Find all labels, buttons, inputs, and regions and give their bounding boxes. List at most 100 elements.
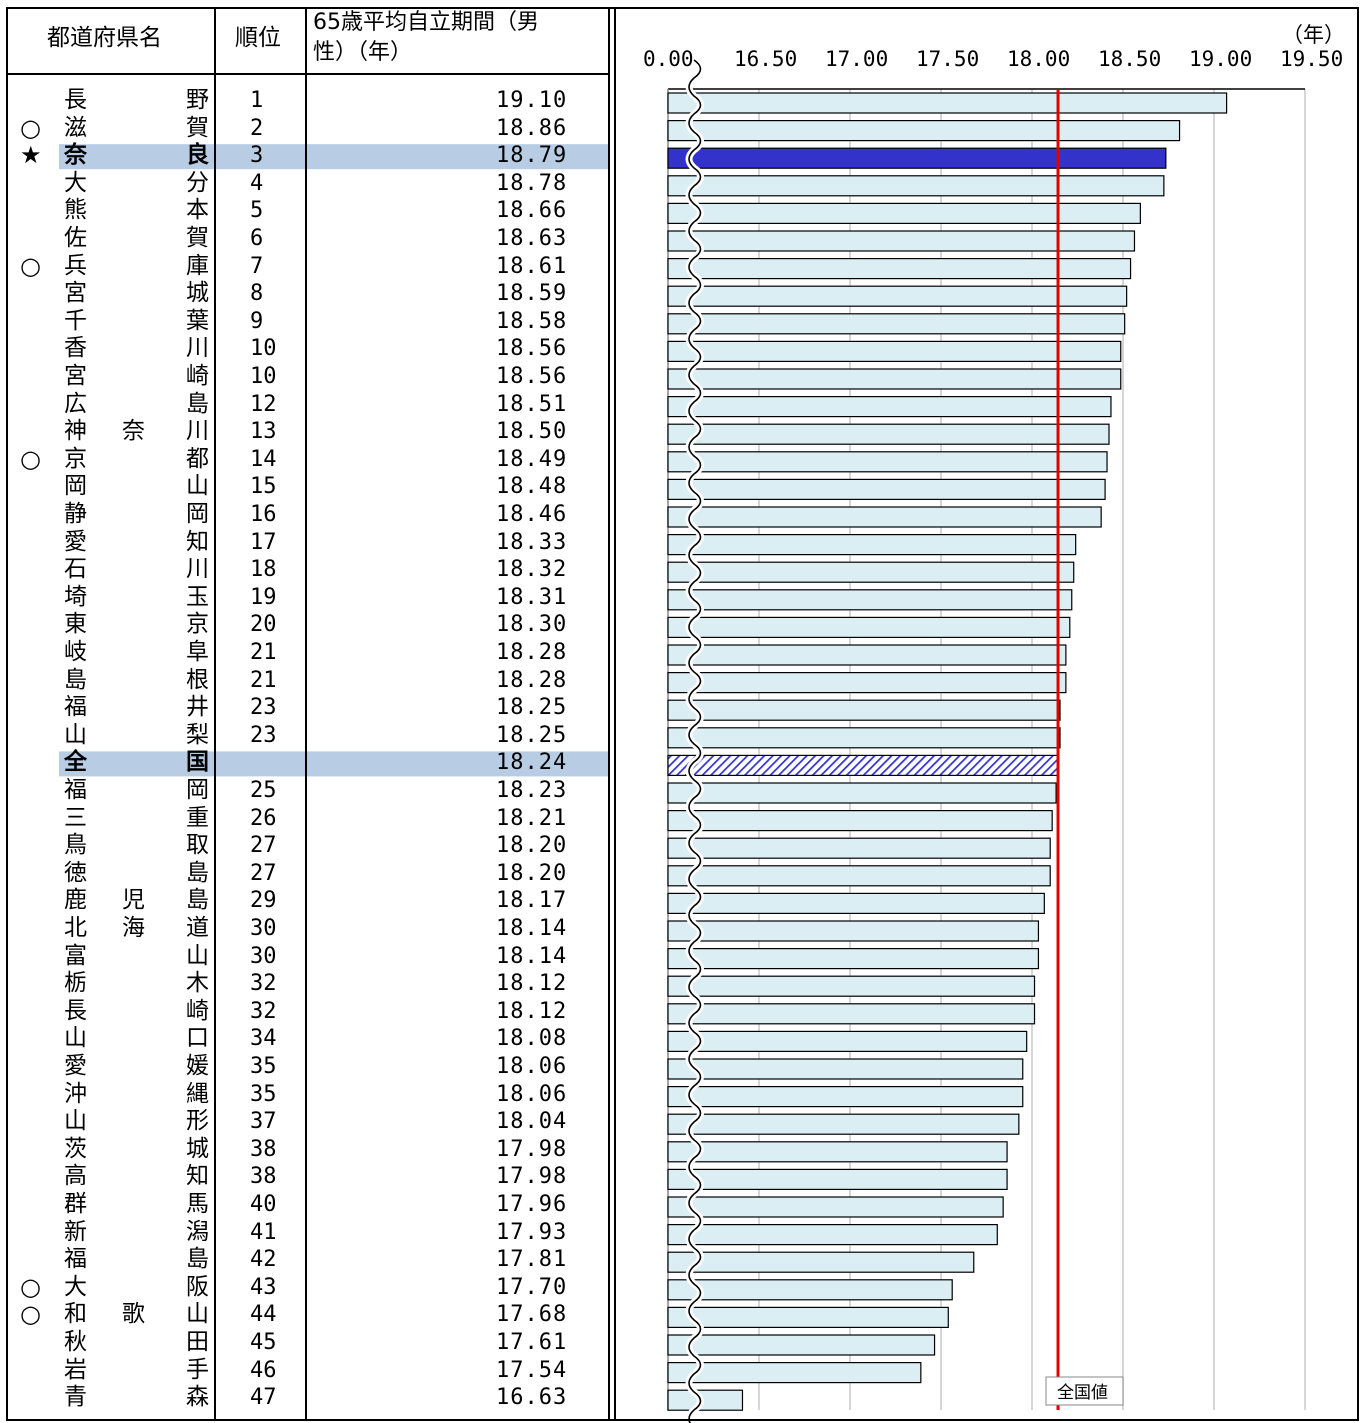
value-cell: 17.68 [496, 1302, 568, 1328]
bar-長崎 [667, 1003, 1036, 1025]
pref-name-char: 東 [64, 611, 87, 638]
value-cell: 18.06 [496, 1054, 568, 1079]
rank-cell: 30 [250, 916, 277, 941]
bar-山口 [667, 1030, 1028, 1053]
bar-神奈川 [667, 423, 1110, 445]
bar-熊本 [667, 202, 1141, 224]
pref-name-char: 島 [186, 887, 209, 914]
pref-name-char: 葉 [186, 307, 209, 334]
pref-name-char: 岡 [186, 777, 209, 803]
rank-cell: 2 [250, 115, 264, 141]
pref-name-char: 川 [186, 418, 209, 445]
pref-name-char: 京 [64, 445, 87, 472]
pref-name-char: 神 [64, 418, 87, 445]
value-cell: 18.56 [496, 364, 568, 389]
pref-name-char: 鳥 [64, 832, 87, 859]
pref-name-char: 森 [186, 1384, 209, 1411]
bar-福井 [667, 699, 1061, 721]
value-cell: 17.61 [496, 1330, 568, 1355]
pref-name-char: 媛 [186, 1053, 209, 1079]
pref-name-char: 広 [64, 390, 87, 417]
rank-cell: 41 [250, 1219, 277, 1245]
bar-新潟 [667, 1223, 998, 1246]
bar-島根 [667, 671, 1067, 694]
pref-name-char: 秋 [64, 1329, 87, 1355]
bar-滋賀 [667, 119, 1181, 142]
pref-name-char: 茨 [64, 1135, 87, 1162]
pref-name-char: 井 [186, 694, 209, 721]
bar-青森 [667, 1389, 744, 1411]
pref-name-char: 道 [186, 915, 209, 941]
rank-cell: 9 [250, 308, 264, 334]
pref-name-char: 石 [64, 556, 87, 583]
pref-name-char: 木 [186, 970, 209, 997]
rank-cell: 4 [250, 170, 264, 196]
bar-大分 [667, 175, 1165, 197]
bar-京都 [667, 451, 1108, 473]
circle-mark: ○ [20, 1300, 41, 1329]
pref-name-char: 熊 [64, 197, 87, 224]
value-cell: 19.10 [496, 88, 568, 113]
rank-cell: 23 [250, 722, 277, 748]
pref-name-char: 島 [186, 859, 209, 886]
rank-cell: 18 [250, 557, 277, 583]
pref-name-char: 知 [186, 528, 209, 555]
rank-cell: 46 [250, 1357, 277, 1383]
header-pref: 都道府県名 [47, 25, 162, 51]
value-cell: 18.25 [496, 695, 568, 721]
pref-name-char: 良 [186, 142, 209, 169]
bar-大阪 [667, 1279, 953, 1301]
rank-cell: 1 [250, 88, 264, 113]
pref-name-char: 岩 [64, 1356, 87, 1383]
national-value-label: 全国値 [1057, 1383, 1108, 1403]
pref-name-char: 群 [64, 1191, 87, 1217]
rank-cell: 44 [250, 1302, 277, 1328]
value-cell: 16.63 [496, 1385, 568, 1411]
pref-name-char: 野 [186, 87, 209, 113]
pref-name-char: 形 [186, 1108, 209, 1135]
value-cell: 18.24 [496, 750, 568, 776]
rank-cell: 6 [250, 226, 264, 251]
bar-山形 [667, 1113, 1020, 1135]
bar-徳島 [667, 865, 1051, 887]
rank-cell: 42 [250, 1247, 277, 1273]
bar-佐賀 [667, 230, 1136, 252]
rank-cell: 35 [250, 1081, 277, 1107]
pref-name-char: 根 [186, 666, 209, 693]
value-cell: 18.08 [496, 1026, 568, 1052]
pref-name-char: 賀 [186, 225, 209, 251]
circle-mark: ○ [20, 444, 41, 473]
pref-name-char: 縄 [186, 1080, 209, 1107]
value-cell: 18.59 [496, 281, 568, 307]
rank-cell: 27 [250, 860, 277, 886]
pref-name-char: 山 [186, 473, 209, 500]
value-cell: 18.30 [496, 612, 568, 638]
rank-cell: 17 [250, 529, 277, 555]
pref-name-char: 大 [64, 1273, 87, 1300]
bar-兵庫 [667, 258, 1132, 280]
pref-name-char: 奈 [122, 418, 145, 445]
pref-name-char: 高 [64, 1163, 87, 1190]
axis-tick-label: 16.50 [734, 47, 797, 71]
value-cell: 18.33 [496, 529, 568, 555]
value-cell: 18.17 [496, 888, 568, 914]
pref-name-char: 島 [186, 1246, 209, 1273]
rank-cell: 23 [250, 695, 277, 721]
value-cell: 17.54 [496, 1357, 568, 1383]
pref-name-char: 三 [64, 804, 87, 831]
value-cell: 18.46 [496, 502, 568, 527]
bar-三重 [667, 809, 1053, 832]
bar-福島 [667, 1251, 975, 1273]
axis-tick-label: 0.00 [643, 47, 694, 71]
rank-cell: 10 [250, 364, 277, 389]
pref-name-char: 川 [186, 335, 209, 362]
rank-cell: 16 [250, 502, 277, 527]
pref-name-char: 島 [186, 390, 209, 417]
pref-name-char: 梨 [186, 721, 209, 748]
value-cell: 18.56 [496, 336, 568, 362]
rank-cell: 25 [250, 778, 277, 803]
rank-cell: 19 [250, 584, 277, 610]
bar-東京 [667, 616, 1071, 639]
header-rank: 順位 [235, 25, 281, 51]
